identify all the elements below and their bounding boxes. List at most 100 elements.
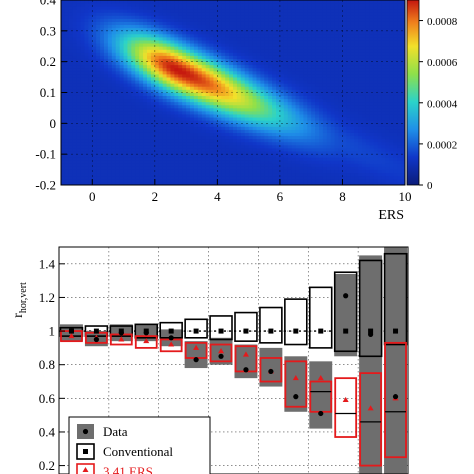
- heatmap-cell: [217, 58, 222, 63]
- heatmap-cell: [381, 126, 386, 130]
- heatmap-cell: [221, 49, 226, 53]
- heatmap-cell: [369, 70, 375, 75]
- heatmap-cell: [96, 21, 101, 26]
- heatmap-cell: [248, 70, 253, 75]
- heatmap-cell: [68, 52, 74, 56]
- heatmap-cell: [319, 181, 324, 185]
- heatmap-cell: [170, 70, 175, 75]
- heatmap-cell: [147, 6, 152, 10]
- heatmap-cell: [256, 27, 261, 32]
- heatmap-cell: [322, 135, 328, 140]
- heatmap-cell: [166, 101, 171, 106]
- heatmap-cell: [338, 141, 343, 146]
- heatmap-cell: [252, 21, 257, 26]
- heatmap-cell: [166, 83, 171, 87]
- heatmap-cell: [61, 160, 66, 164]
- heatmap-cell: [373, 178, 379, 183]
- heatmap-cell: [229, 141, 234, 146]
- heatmap-cell: [123, 83, 128, 87]
- heatmap-cell: [240, 83, 246, 87]
- heatmap-cell: [299, 114, 304, 118]
- heatmap-cell: [209, 43, 214, 47]
- heatmap-cell: [381, 114, 386, 118]
- heatmap-cell: [174, 151, 179, 155]
- heatmap-cell: [84, 172, 89, 177]
- heatmap-cell: [299, 89, 304, 93]
- heatmap-cell: [76, 3, 81, 7]
- heatmap-cell: [158, 18, 164, 22]
- heatmap-cell: [123, 21, 128, 26]
- heatmap-cell: [291, 80, 296, 84]
- heatmap-cell: [272, 129, 277, 133]
- heatmap-cell: [264, 151, 269, 155]
- heatmap-cell: [150, 178, 156, 183]
- heatmap-cell: [104, 43, 109, 47]
- heatmap-cell: [338, 114, 343, 118]
- heatmap-cell: [143, 181, 148, 185]
- heatmap-cell: [233, 163, 238, 167]
- heatmap-cell: [381, 117, 386, 121]
- heatmap-cell: [303, 30, 308, 35]
- heatmap-cell: [72, 132, 78, 137]
- heatmap-cell: [201, 64, 207, 69]
- heatmap-cell: [362, 49, 367, 53]
- heatmap-cell: [150, 70, 156, 75]
- heatmap-cell: [143, 89, 148, 93]
- heatmap-cell: [84, 9, 89, 13]
- heatmap-cell: [354, 67, 359, 72]
- heatmap-cell: [193, 43, 199, 47]
- heatmap-cell: [115, 24, 121, 29]
- heatmap-cell: [315, 144, 320, 149]
- heatmap-cell: [240, 12, 246, 16]
- heatmap-cell: [248, 12, 253, 16]
- heatmap-cell: [303, 144, 308, 149]
- heatmap-cell: [283, 141, 289, 146]
- heatmap-cell: [100, 37, 105, 41]
- heatmap-cell: [338, 12, 343, 16]
- heatmap-cell: [369, 126, 375, 130]
- heatmap-cell: [303, 172, 308, 177]
- heatmap-cell: [283, 24, 289, 29]
- heatmap-cell: [291, 6, 296, 10]
- heatmap-cell: [299, 21, 304, 26]
- heatmap-cell: [233, 37, 238, 41]
- heatmap-cell: [178, 58, 183, 63]
- heatmap-cell: [287, 117, 293, 121]
- heatmap-cell: [225, 58, 230, 63]
- heatmap-cell: [244, 169, 250, 174]
- heatmap-cell: [131, 111, 136, 115]
- heatmap-cell: [72, 172, 78, 177]
- heatmap-cell: [362, 9, 367, 13]
- heatmap-cell: [225, 86, 230, 90]
- heatmap-cell: [178, 52, 183, 56]
- heatmap-cell: [283, 104, 289, 109]
- heatmap-cell: [365, 52, 371, 56]
- heatmap-cell: [322, 138, 328, 143]
- heatmap-cell: [135, 163, 140, 167]
- heatmap-cell: [295, 0, 300, 4]
- heatmap-cell: [229, 55, 234, 59]
- heatmap-cell: [76, 33, 81, 38]
- heatmap-cell: [268, 104, 273, 109]
- heatmap-cell: [186, 160, 191, 164]
- heatmap-cell: [178, 132, 183, 137]
- heatmap-cell: [92, 27, 97, 32]
- heatmap-cell: [107, 123, 113, 127]
- heatmap-cell: [350, 49, 355, 53]
- heatmap-cell: [186, 21, 191, 26]
- heatmap-cell: [107, 86, 113, 90]
- heatmap-cell: [64, 129, 70, 133]
- heatmap-cell: [170, 15, 175, 19]
- heatmap-cell: [123, 67, 128, 72]
- heatmap-cell: [100, 0, 105, 4]
- heatmap-cell: [170, 123, 175, 127]
- heatmap-cell: [303, 98, 308, 103]
- heatmap-cell: [295, 67, 300, 72]
- heatmap-cell: [283, 160, 289, 164]
- heatmap-cell: [225, 30, 230, 35]
- heatmap-cell: [123, 49, 128, 53]
- heatmap-cell: [205, 154, 210, 158]
- heatmap-cell: [100, 138, 105, 143]
- heatmap-cell: [123, 160, 128, 164]
- heatmap-cell: [354, 27, 359, 32]
